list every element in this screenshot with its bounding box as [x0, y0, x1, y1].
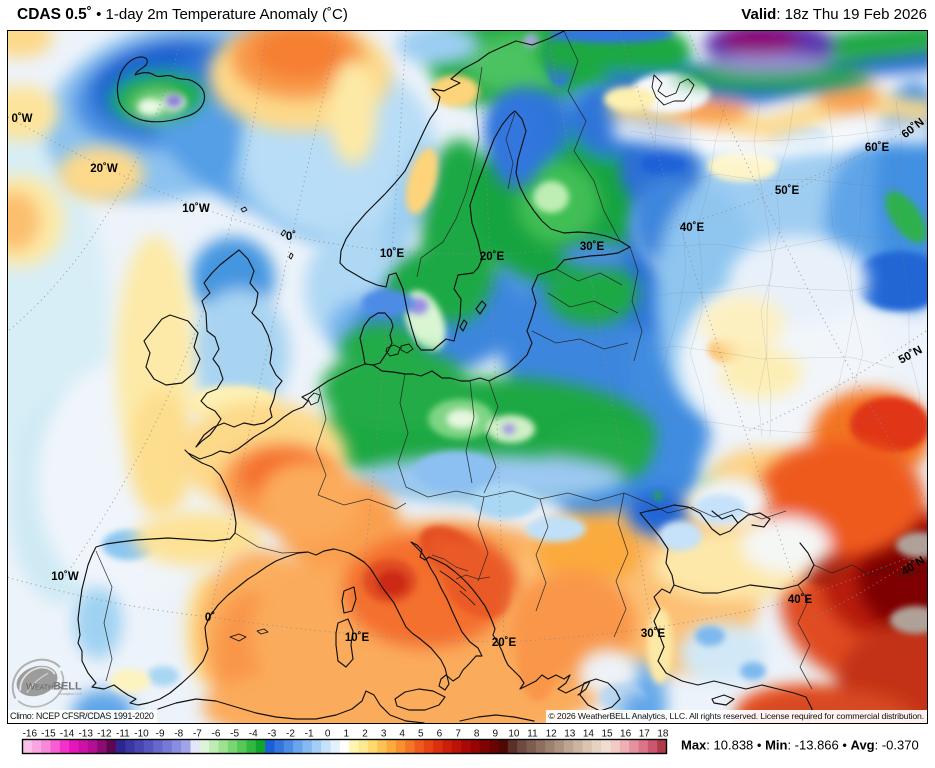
svg-text:15: 15: [601, 729, 613, 740]
svg-text:Max: 10.838 • Min: -13.866 • A: Max: 10.838 • Min: -13.866 • Avg: -0.370: [681, 738, 919, 753]
svg-text:-6: -6: [212, 729, 221, 740]
svg-text:16: 16: [620, 729, 632, 740]
svg-text:30˚E: 30˚E: [641, 628, 666, 640]
svg-text:1: 1: [344, 729, 350, 740]
svg-text:10˚W: 10˚W: [182, 203, 210, 215]
svg-text:6: 6: [437, 729, 443, 740]
svg-text:-12: -12: [97, 729, 112, 740]
svg-text:50˚E: 50˚E: [775, 185, 800, 197]
svg-text:60˚E: 60˚E: [865, 142, 890, 154]
svg-text:20˚E: 20˚E: [480, 251, 505, 263]
svg-text:14: 14: [583, 729, 595, 740]
svg-text:40˚E: 40˚E: [788, 594, 813, 606]
svg-text:40˚E: 40˚E: [680, 222, 705, 234]
svg-text:2: 2: [362, 729, 368, 740]
svg-text:-2: -2: [286, 729, 295, 740]
svg-text:0˚: 0˚: [205, 612, 215, 624]
svg-text:-4: -4: [249, 729, 258, 740]
svg-text:30˚E: 30˚E: [580, 241, 605, 253]
svg-text:9: 9: [493, 729, 499, 740]
svg-text:13: 13: [564, 729, 576, 740]
svg-text:-11: -11: [116, 729, 130, 740]
svg-text:17: 17: [639, 729, 651, 740]
svg-text:20˚W: 20˚W: [90, 163, 118, 175]
svg-text:-3: -3: [267, 729, 276, 740]
svg-text:-10: -10: [134, 729, 149, 740]
svg-text:-16: -16: [23, 729, 38, 740]
svg-text:10˚E: 10˚E: [345, 632, 370, 644]
svg-text:4: 4: [399, 729, 405, 740]
svg-text:0˚: 0˚: [286, 231, 296, 243]
svg-text:11: 11: [527, 729, 538, 740]
svg-text:-7: -7: [193, 729, 202, 740]
svg-text:-9: -9: [156, 729, 165, 740]
svg-text:BELL: BELL: [53, 681, 82, 693]
svg-text:-1: -1: [305, 729, 314, 740]
svg-text:WEATHER: WEATHER: [26, 682, 63, 693]
svg-text:10: 10: [508, 729, 520, 740]
svg-text:8: 8: [474, 729, 480, 740]
svg-text:-14: -14: [60, 729, 75, 740]
svg-text:7: 7: [455, 729, 461, 740]
svg-text:5: 5: [418, 729, 424, 740]
svg-text:-5: -5: [230, 729, 239, 740]
svg-text:Analytics LLC: Analytics LLC: [59, 692, 82, 696]
svg-text:-13: -13: [78, 729, 93, 740]
svg-text:0˚W: 0˚W: [11, 113, 32, 125]
svg-text:10˚E: 10˚E: [380, 248, 405, 260]
svg-text:-15: -15: [41, 729, 56, 740]
svg-text:18: 18: [657, 729, 669, 740]
svg-text:0: 0: [325, 729, 331, 740]
svg-text:3: 3: [381, 729, 387, 740]
svg-text:-8: -8: [174, 729, 183, 740]
svg-text:12: 12: [546, 729, 558, 740]
svg-text:20˚E: 20˚E: [492, 637, 517, 649]
svg-text:10˚W: 10˚W: [51, 571, 79, 583]
